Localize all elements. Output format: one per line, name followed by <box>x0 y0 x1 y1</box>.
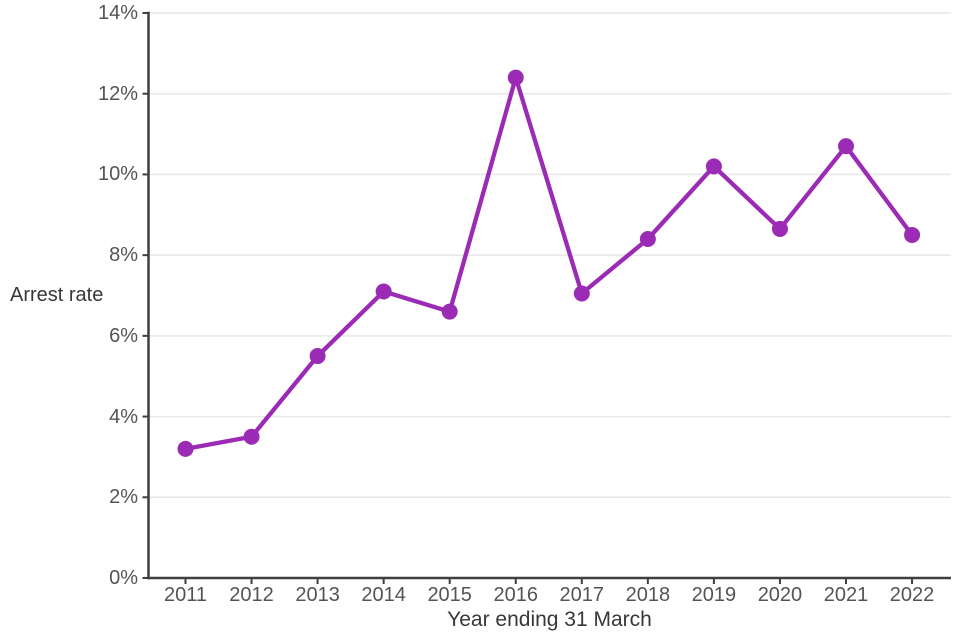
data-point <box>375 283 392 300</box>
x-tick-label: 2020 <box>757 584 803 606</box>
series-line <box>183 75 915 452</box>
data-point <box>705 158 722 175</box>
x-tick-label: 2011 <box>163 584 207 606</box>
data-point <box>177 440 194 457</box>
x-tick-label: 2017 <box>559 584 605 606</box>
data-point <box>639 231 656 248</box>
y-tick-label: 10% <box>97 163 138 186</box>
data-point <box>441 303 458 320</box>
x-tick-label: 2014 <box>361 584 406 606</box>
x-tick-label: 2019 <box>691 584 737 606</box>
y-tick-label: 8% <box>109 244 138 267</box>
x-tick-label: 2022 <box>889 584 935 606</box>
data-point <box>573 285 590 302</box>
x-tick-label: 2013 <box>295 584 340 606</box>
y-axis-title: Arrest rate <box>10 284 104 306</box>
y-tick-label: 4% <box>109 405 138 428</box>
data-point <box>904 226 921 243</box>
x-tick-label: 2016 <box>493 584 539 606</box>
data-point <box>309 348 326 365</box>
data-point <box>771 220 788 237</box>
x-tick-label: 2012 <box>229 584 274 606</box>
y-tick-label: 0% <box>109 567 138 589</box>
data-point <box>243 428 260 445</box>
y-tick-label: 12% <box>97 82 138 105</box>
data-point <box>838 138 854 155</box>
y-tick-label: 6% <box>109 324 138 347</box>
data-point <box>507 69 524 86</box>
x-tick-label: 2021 <box>823 584 869 606</box>
x-tick-label: 2018 <box>625 584 671 606</box>
x-axis-title: Year ending 31 March <box>447 608 652 631</box>
y-tick-label: 14% <box>97 2 138 24</box>
x-tick-label: 2015 <box>427 584 472 606</box>
y-tick-label: 2% <box>109 486 138 509</box>
